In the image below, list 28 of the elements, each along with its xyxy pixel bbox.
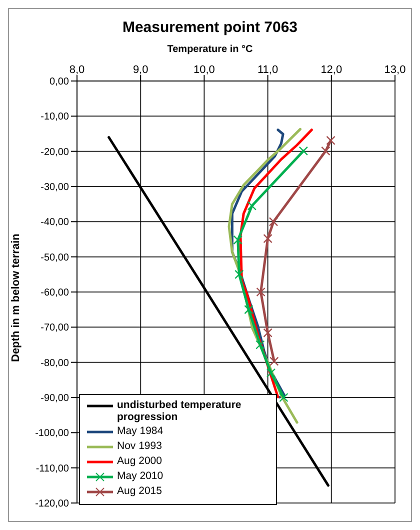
legend-label: May 2010	[117, 470, 164, 482]
x-tick-label: 10,0	[193, 64, 215, 76]
y-tick-label: -20,00	[40, 146, 70, 158]
y-tick-label: -70,00	[40, 322, 70, 334]
chart-title: Measurement point 7063	[121, 19, 299, 36]
x-tick-label: 13,0	[384, 64, 406, 76]
legend-label: undisturbed temperature progression	[117, 399, 242, 423]
y-tick-label: -50,00	[40, 252, 70, 264]
x-tick-label: 12,0	[320, 64, 342, 76]
y-tick-label: -120,00	[35, 498, 70, 510]
y-tick-label: -40,00	[40, 217, 70, 228]
y-tick-label: -10,00	[40, 112, 70, 123]
y-tick-label: -80,00	[40, 358, 70, 369]
y-tick-label: -110,00	[36, 463, 70, 474]
y-tick-label: -60,00	[40, 288, 70, 299]
x-tick-label: 9,0	[132, 64, 148, 76]
legend-label: Aug 2000	[117, 455, 162, 467]
y-tick-label: -90,00	[40, 393, 70, 404]
x-tick-label: 11,0	[258, 64, 278, 76]
y-axis-title: Depth in m below terrain	[10, 233, 22, 362]
x-tick-label: 8,0	[69, 64, 85, 76]
legend-label: May 1984	[117, 425, 164, 437]
y-tick-label: 0,00	[50, 76, 70, 88]
legend-label: Nov 1993	[117, 440, 162, 452]
x-axis-title: Temperature in °C	[166, 44, 254, 55]
legend-label: Aug 2015	[117, 485, 162, 497]
y-tick-label: -100,00	[35, 428, 70, 440]
y-tick-label: -30,00	[40, 182, 70, 194]
